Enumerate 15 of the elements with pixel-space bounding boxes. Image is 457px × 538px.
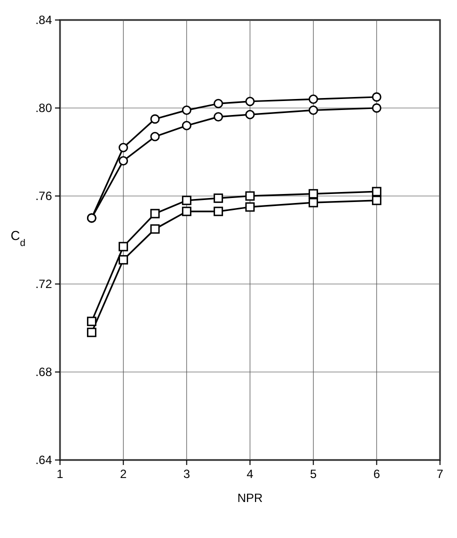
y-axis-title: C$_{d}$ — [10, 228, 26, 248]
x-tick-label: 1 — [56, 467, 64, 481]
x-tick-label: 3 — [183, 467, 190, 481]
x-tick-label: 4 — [246, 467, 254, 481]
x-axis-title: NPR — [237, 491, 263, 505]
y-tick-label: .84 — [35, 13, 52, 27]
x-tick-label: 2 — [120, 467, 127, 481]
y-tick-label: .80 — [35, 101, 52, 115]
x-tick-label: 6 — [373, 467, 380, 481]
x-tick-label: 7 — [436, 467, 444, 481]
y-tick-label: .68 — [35, 365, 52, 379]
y-tick-label: .64 — [35, 453, 52, 467]
y-tick-label: .72 — [35, 277, 52, 291]
x-tick-label: 5 — [310, 467, 317, 481]
y-tick-label: .76 — [35, 189, 52, 203]
